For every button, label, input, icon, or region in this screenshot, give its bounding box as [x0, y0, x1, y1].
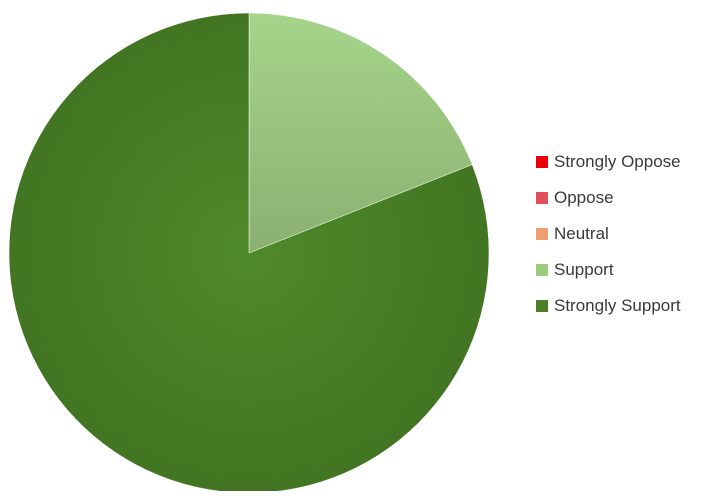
legend-item-oppose: Oppose — [536, 186, 681, 210]
legend-item-neutral: Neutral — [536, 222, 681, 246]
legend-swatch-neutral — [536, 228, 548, 240]
pie-slice-support — [248, 12, 473, 254]
pie-slices — [8, 12, 490, 494]
legend-label-oppose: Oppose — [554, 188, 614, 207]
legend-swatch-strongly-support — [536, 300, 548, 312]
legend-item-support: Support — [536, 258, 681, 282]
legend-swatch-support — [536, 264, 548, 276]
legend-label-strongly-support: Strongly Support — [554, 296, 681, 315]
legend-swatch-strongly-oppose — [536, 156, 548, 168]
legend-item-strongly-support: Strongly Support — [536, 294, 681, 318]
legend-label-neutral: Neutral — [554, 224, 609, 243]
legend-label-strongly-oppose: Strongly Oppose — [554, 152, 681, 171]
legend: Strongly Oppose Oppose Neutral Support S… — [536, 150, 681, 330]
pie-slice-strongly-support — [8, 12, 490, 494]
legend-swatch-oppose — [536, 192, 548, 204]
legend-item-strongly-oppose: Strongly Oppose — [536, 150, 681, 174]
legend-label-support: Support — [554, 260, 614, 279]
